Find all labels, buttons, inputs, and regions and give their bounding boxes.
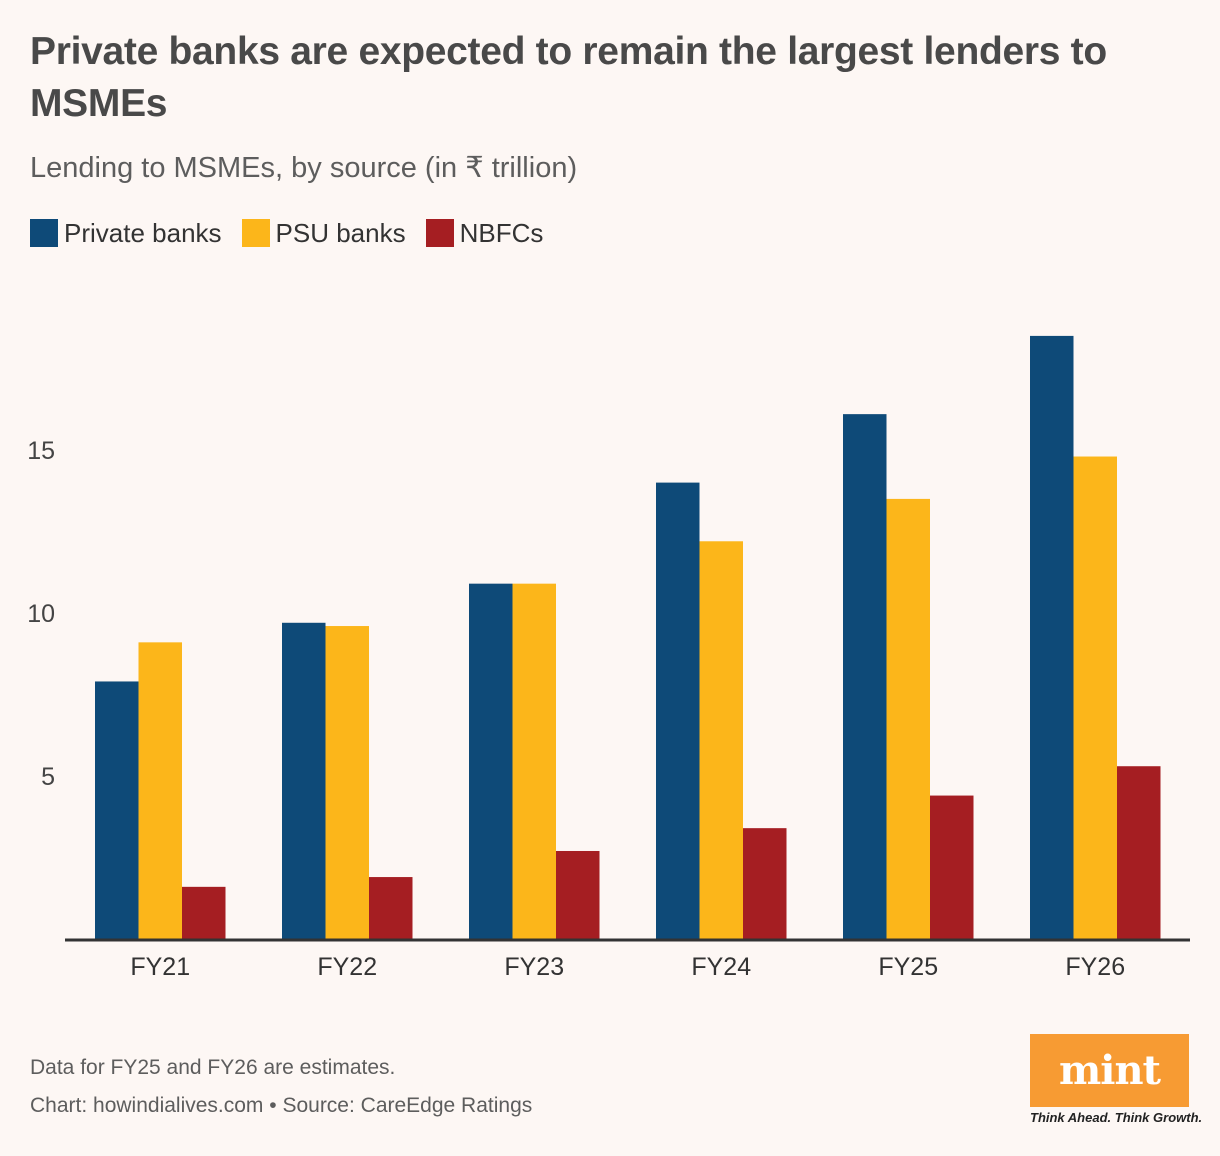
bar-psu-banks-fy23 [512,583,556,939]
y-tick-label-15: 15 [27,437,55,465]
x-tick-label-fy21: FY21 [130,953,190,981]
legend-item-nbfcs: NBFCs [425,217,544,249]
y-tick-label-10: 10 [27,600,55,628]
mint-logo-text: mint [1058,1047,1161,1094]
mint-logo: mint [1030,1034,1189,1107]
mint-tagline: Think Ahead. Think Growth. [1030,1110,1203,1125]
bar-private-banks-fy23 [469,583,513,939]
bar-psu-banks-fy21 [138,642,182,939]
bar-nbfcs-fy26 [1117,766,1161,939]
legend-swatch-nbfcs [425,219,454,247]
bar-psu-banks-fy26 [1073,456,1117,939]
bar-psu-banks-fy22 [325,626,369,939]
chart-title: Private banks are expected to remain the… [30,30,1107,125]
x-tick-label-fy22: FY22 [317,953,377,981]
y-tick-label-5: 5 [41,763,55,791]
x-tick-label-fy24: FY24 [691,953,751,981]
bar-private-banks-fy24 [656,482,700,939]
legend-item-psu-banks: PSU banks [241,217,406,249]
bar-private-banks-fy22 [282,622,326,939]
legend-label-nbfcs: NBFCs [459,217,544,248]
legend-item-private-banks: Private banks [30,218,222,249]
x-tick-label-fy26: FY26 [1065,953,1125,981]
legend-swatch-psu-banks [241,219,270,247]
bar-chart: 5 10 15 FY21 FY22 FY23 FY24 FY25 FY26 [27,335,1190,981]
bar-nbfcs-fy21 [182,886,226,939]
bar-psu-banks-fy25 [886,498,930,939]
x-tick-label-fy23: FY23 [504,953,564,981]
x-tick-label-fy25: FY25 [878,953,938,981]
legend-swatch-private-banks [30,219,58,247]
bar-private-banks-fy21 [95,681,139,939]
bar-psu-banks-fy24 [699,541,743,939]
bar-nbfcs-fy25 [930,795,974,939]
footnote-estimates: Data for FY25 and FY26 are estimates. [30,1056,396,1079]
bar-private-banks-fy26 [1030,335,1074,939]
bar-nbfcs-fy22 [369,877,413,939]
legend-label-private-banks: Private banks [64,217,222,248]
footnote-source: Chart: howindialives.com • Source: CareE… [30,1094,533,1117]
legend: Private banks PSU banks NBFCs [30,216,563,250]
chart-subtitle: Lending to MSMEs, by source (in ₹ trilli… [30,152,578,184]
bar-nbfcs-fy23 [556,850,600,939]
legend-label-psu-banks: PSU banks [275,217,406,248]
bar-nbfcs-fy24 [743,828,787,939]
bar-private-banks-fy25 [843,414,887,939]
